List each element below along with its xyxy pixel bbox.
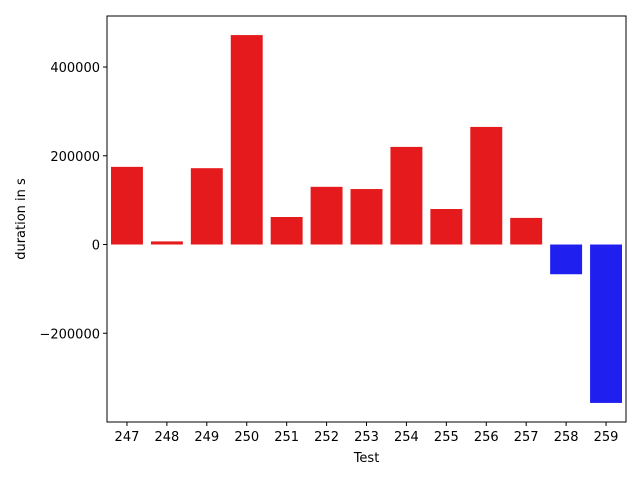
bar-252 (310, 186, 343, 245)
bar-256 (470, 126, 503, 245)
x-tick-label-249: 249 (194, 430, 219, 445)
bar-249 (190, 168, 223, 245)
bars-layer (110, 35, 623, 403)
y-axis-label: duration in s (14, 178, 29, 260)
x-tick-label-252: 252 (314, 430, 339, 445)
y-tick-label--200000: −200000 (39, 327, 100, 342)
y-tick-label-0: 0 (92, 239, 100, 254)
x-tick-label-251: 251 (274, 430, 299, 445)
x-tick-label-253: 253 (354, 430, 379, 445)
x-tick-label-255: 255 (434, 430, 459, 445)
x-tick-label-248: 248 (154, 430, 179, 445)
bar-247 (110, 166, 143, 245)
x-tick-label-247: 247 (115, 430, 140, 445)
x-tick-label-254: 254 (394, 430, 419, 445)
bar-253 (350, 189, 383, 245)
bar-248 (150, 241, 183, 245)
bar-257 (510, 217, 543, 245)
x-axis-label: Test (353, 451, 380, 466)
y-tick-label-200000: 200000 (50, 150, 100, 165)
bar-255 (430, 209, 463, 245)
x-tick-label-258: 258 (554, 430, 579, 445)
bar-250 (230, 35, 263, 245)
bar-258 (550, 244, 583, 275)
x-tick-label-256: 256 (474, 430, 499, 445)
bar-254 (390, 146, 423, 245)
x-tick-label-250: 250 (234, 430, 259, 445)
y-axis: −200000 0 200000 400000 (39, 61, 107, 342)
y-tick-label-400000: 400000 (50, 61, 100, 76)
bar-251 (270, 217, 303, 245)
x-tick-label-257: 257 (514, 430, 539, 445)
x-axis: 247 248 249 250 251 252 253 254 255 256 257 258 259 (115, 422, 619, 445)
x-tick-label-259: 259 (594, 430, 619, 445)
bar-259 (590, 244, 623, 403)
